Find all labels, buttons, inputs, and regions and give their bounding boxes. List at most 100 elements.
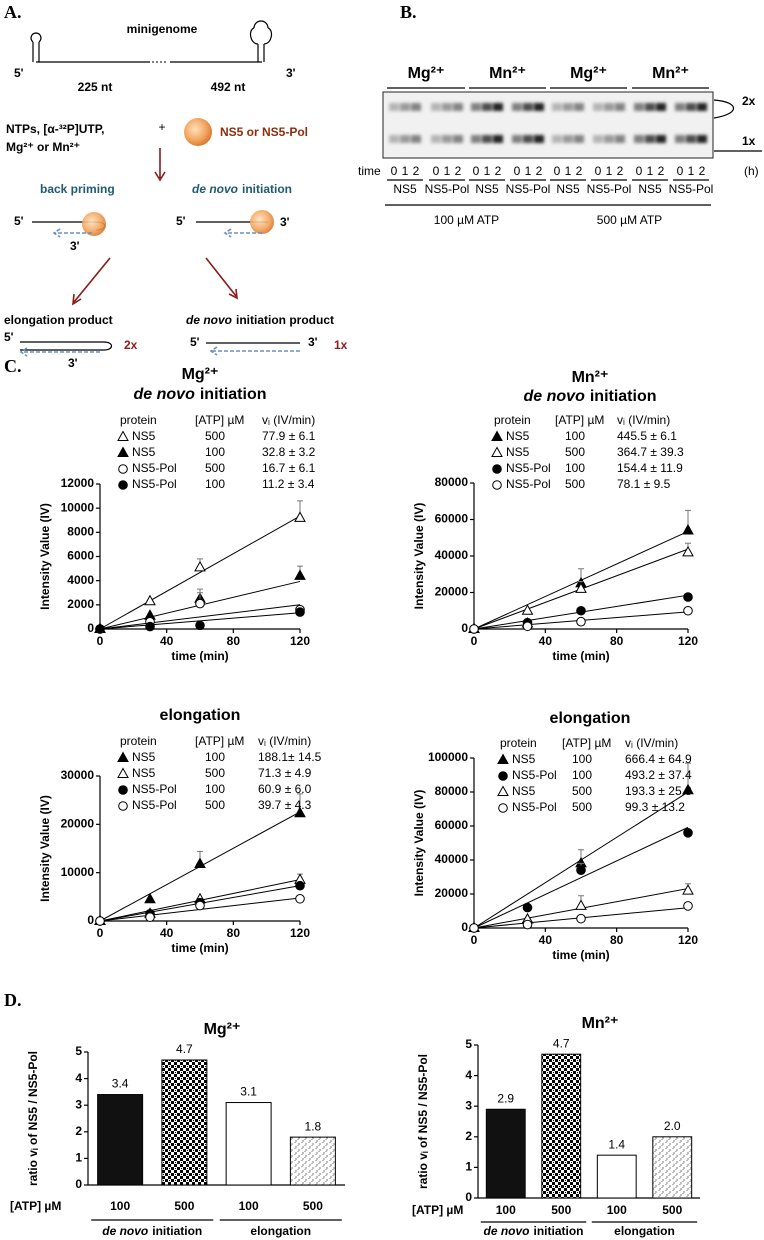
y-tick-label: 0 xyxy=(75,1177,82,1191)
legend-atp: 500 xyxy=(205,766,225,780)
five-prime: 5' xyxy=(190,335,200,349)
gel-band xyxy=(431,103,441,111)
timepoint: 1 xyxy=(444,164,451,178)
y-tick-label: 3 xyxy=(75,1097,82,1111)
gel-band xyxy=(675,135,685,143)
five-prime: 5' xyxy=(4,330,14,344)
arrow xyxy=(205,257,238,300)
x-tick-label: 120 xyxy=(290,634,310,648)
y-tick-label: 60000 xyxy=(435,818,469,832)
value-label: 3.1 xyxy=(240,1085,257,1099)
y-tick-label: 4000 xyxy=(67,573,94,587)
gel-band xyxy=(634,103,644,111)
plus: + xyxy=(158,120,165,134)
x-tick-label: 120 xyxy=(678,933,698,947)
x-tick-label: 40 xyxy=(539,933,553,947)
legend-rate: 493.2 ± 37.4 xyxy=(625,768,692,782)
atp-label: 500 µM ATP xyxy=(597,213,662,227)
term: initiation xyxy=(200,386,267,403)
gel-band xyxy=(645,135,655,143)
legend-header: vᵢ (IV/min) xyxy=(625,736,678,750)
marker xyxy=(497,785,509,796)
legend-rate: 77.9 ± 6.1 xyxy=(262,429,316,443)
y-tick-label: 6000 xyxy=(67,549,94,563)
stem-loop xyxy=(249,20,273,62)
band-label: 2x xyxy=(742,94,756,108)
lane-protein: NS5-Pol xyxy=(506,182,551,196)
italic-term: de novo xyxy=(524,388,586,405)
gel-band xyxy=(453,135,463,143)
legend-name: NS5 xyxy=(132,750,156,764)
legend-name: NS5-Pol xyxy=(132,461,177,475)
gel-bands xyxy=(389,103,707,143)
group-label: elongation xyxy=(250,1224,311,1238)
ion-header: Mg²⁺ xyxy=(570,65,607,82)
y-tick-label: 0 xyxy=(461,621,468,635)
y-tick-label: 2 xyxy=(75,1124,82,1138)
legend-atp: 500 xyxy=(565,477,585,491)
chart-subtitle: de novo initiation xyxy=(524,388,657,405)
legend-atp: 100 xyxy=(572,752,592,766)
five-prime: 5' xyxy=(176,214,186,228)
ion-header: Mn²⁺ xyxy=(652,65,689,82)
gel-band xyxy=(400,103,410,111)
legend-atp: 500 xyxy=(565,445,585,459)
ion-header: Mn²⁺ xyxy=(489,65,526,82)
x-tick-label: 0 xyxy=(471,933,478,947)
gel-band xyxy=(482,135,492,143)
marker xyxy=(576,913,586,924)
gel-band xyxy=(604,103,614,111)
legend-name: NS5 xyxy=(506,445,530,459)
gel-band xyxy=(534,135,544,143)
length-label: 492 nt xyxy=(211,80,246,94)
panel-label: C. xyxy=(4,356,22,376)
marker xyxy=(144,892,156,904)
y-tick-label: 60000 xyxy=(435,512,469,526)
legend-header: vᵢ (IV/min) xyxy=(617,413,670,427)
timepoint: 0 xyxy=(391,164,398,178)
fit-line xyxy=(99,604,301,630)
legend-header: vᵢ (IV/min) xyxy=(262,413,315,427)
lane-protein: NS5-Pol xyxy=(669,182,714,196)
marker xyxy=(522,902,533,913)
legend-header: [ATP] µM xyxy=(555,413,604,427)
legend-header: protein xyxy=(120,413,157,427)
band-label: 1x xyxy=(742,134,756,148)
legend-header: protein xyxy=(500,736,537,750)
bar xyxy=(596,1154,637,1199)
enzyme-icon xyxy=(82,212,106,236)
y-tick-label: 4 xyxy=(465,1068,472,1082)
x-axis-label: time (min) xyxy=(171,649,228,663)
legend-header: vᵢ (IV/min) xyxy=(258,734,311,748)
chart-title: Mn²⁺ xyxy=(572,369,609,386)
initiation-product: de novo initiation product xyxy=(186,313,334,327)
legend-name: NS5-Pol xyxy=(132,798,177,812)
chart-title: Mg²⁺ xyxy=(182,366,219,383)
legend-rate: 666.4 ± 64.9 xyxy=(625,752,692,766)
x-axis-label: [ATP] µM xyxy=(10,1199,61,1213)
gel-band xyxy=(593,135,603,143)
y-tick-label: 8000 xyxy=(67,525,94,539)
x-tick-label: 500 xyxy=(303,1199,323,1213)
marker xyxy=(295,607,305,617)
marker xyxy=(576,865,586,876)
group-label: elongation xyxy=(614,1224,675,1238)
legend-atp: 100 xyxy=(205,782,225,796)
legend-rate: 60.9 ± 6.0 xyxy=(258,782,312,796)
gel-band xyxy=(615,135,625,143)
x-tick-label: 500 xyxy=(662,1203,682,1217)
gel-band xyxy=(686,135,696,143)
y-tick-label: 20000 xyxy=(435,886,469,900)
italic-term: de novo xyxy=(192,182,238,196)
lane-protein: NS5-Pol xyxy=(425,182,470,196)
x-tick-label: 0 xyxy=(97,634,104,648)
gel-band xyxy=(493,103,503,111)
x-tick-label: 0 xyxy=(471,634,478,648)
y-tick-label: 1 xyxy=(75,1151,82,1165)
panel-a: A. minigenome 5' 225 nt 492 nt 3' NTPs, … xyxy=(4,2,348,370)
marker xyxy=(498,771,508,781)
y-tick-label: 4 xyxy=(75,1071,82,1085)
gel-band xyxy=(563,135,573,143)
legend-atp: 500 xyxy=(205,461,225,475)
